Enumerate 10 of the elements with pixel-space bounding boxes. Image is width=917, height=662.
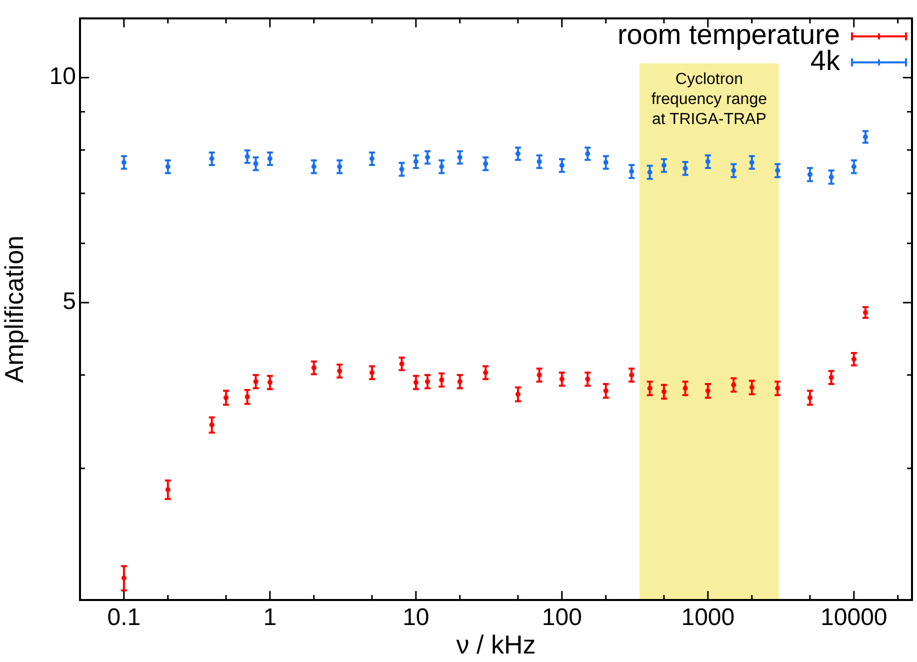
- x-tick-label: 10000: [820, 604, 888, 632]
- y-axis-title: Amplification: [0, 235, 29, 383]
- x-tick-label: 1000: [681, 604, 735, 632]
- band-label: Cyclotron frequency range at TRIGA-TRAP: [651, 70, 768, 128]
- y-tick-label: 5: [62, 288, 76, 316]
- x-tick-label: 1: [263, 604, 277, 632]
- x-tick-label: 0.1: [107, 604, 141, 632]
- x-tick-label: 100: [542, 604, 582, 632]
- x-tick-label: 10: [402, 604, 430, 632]
- x-axis-title: ν / kHz: [456, 630, 536, 660]
